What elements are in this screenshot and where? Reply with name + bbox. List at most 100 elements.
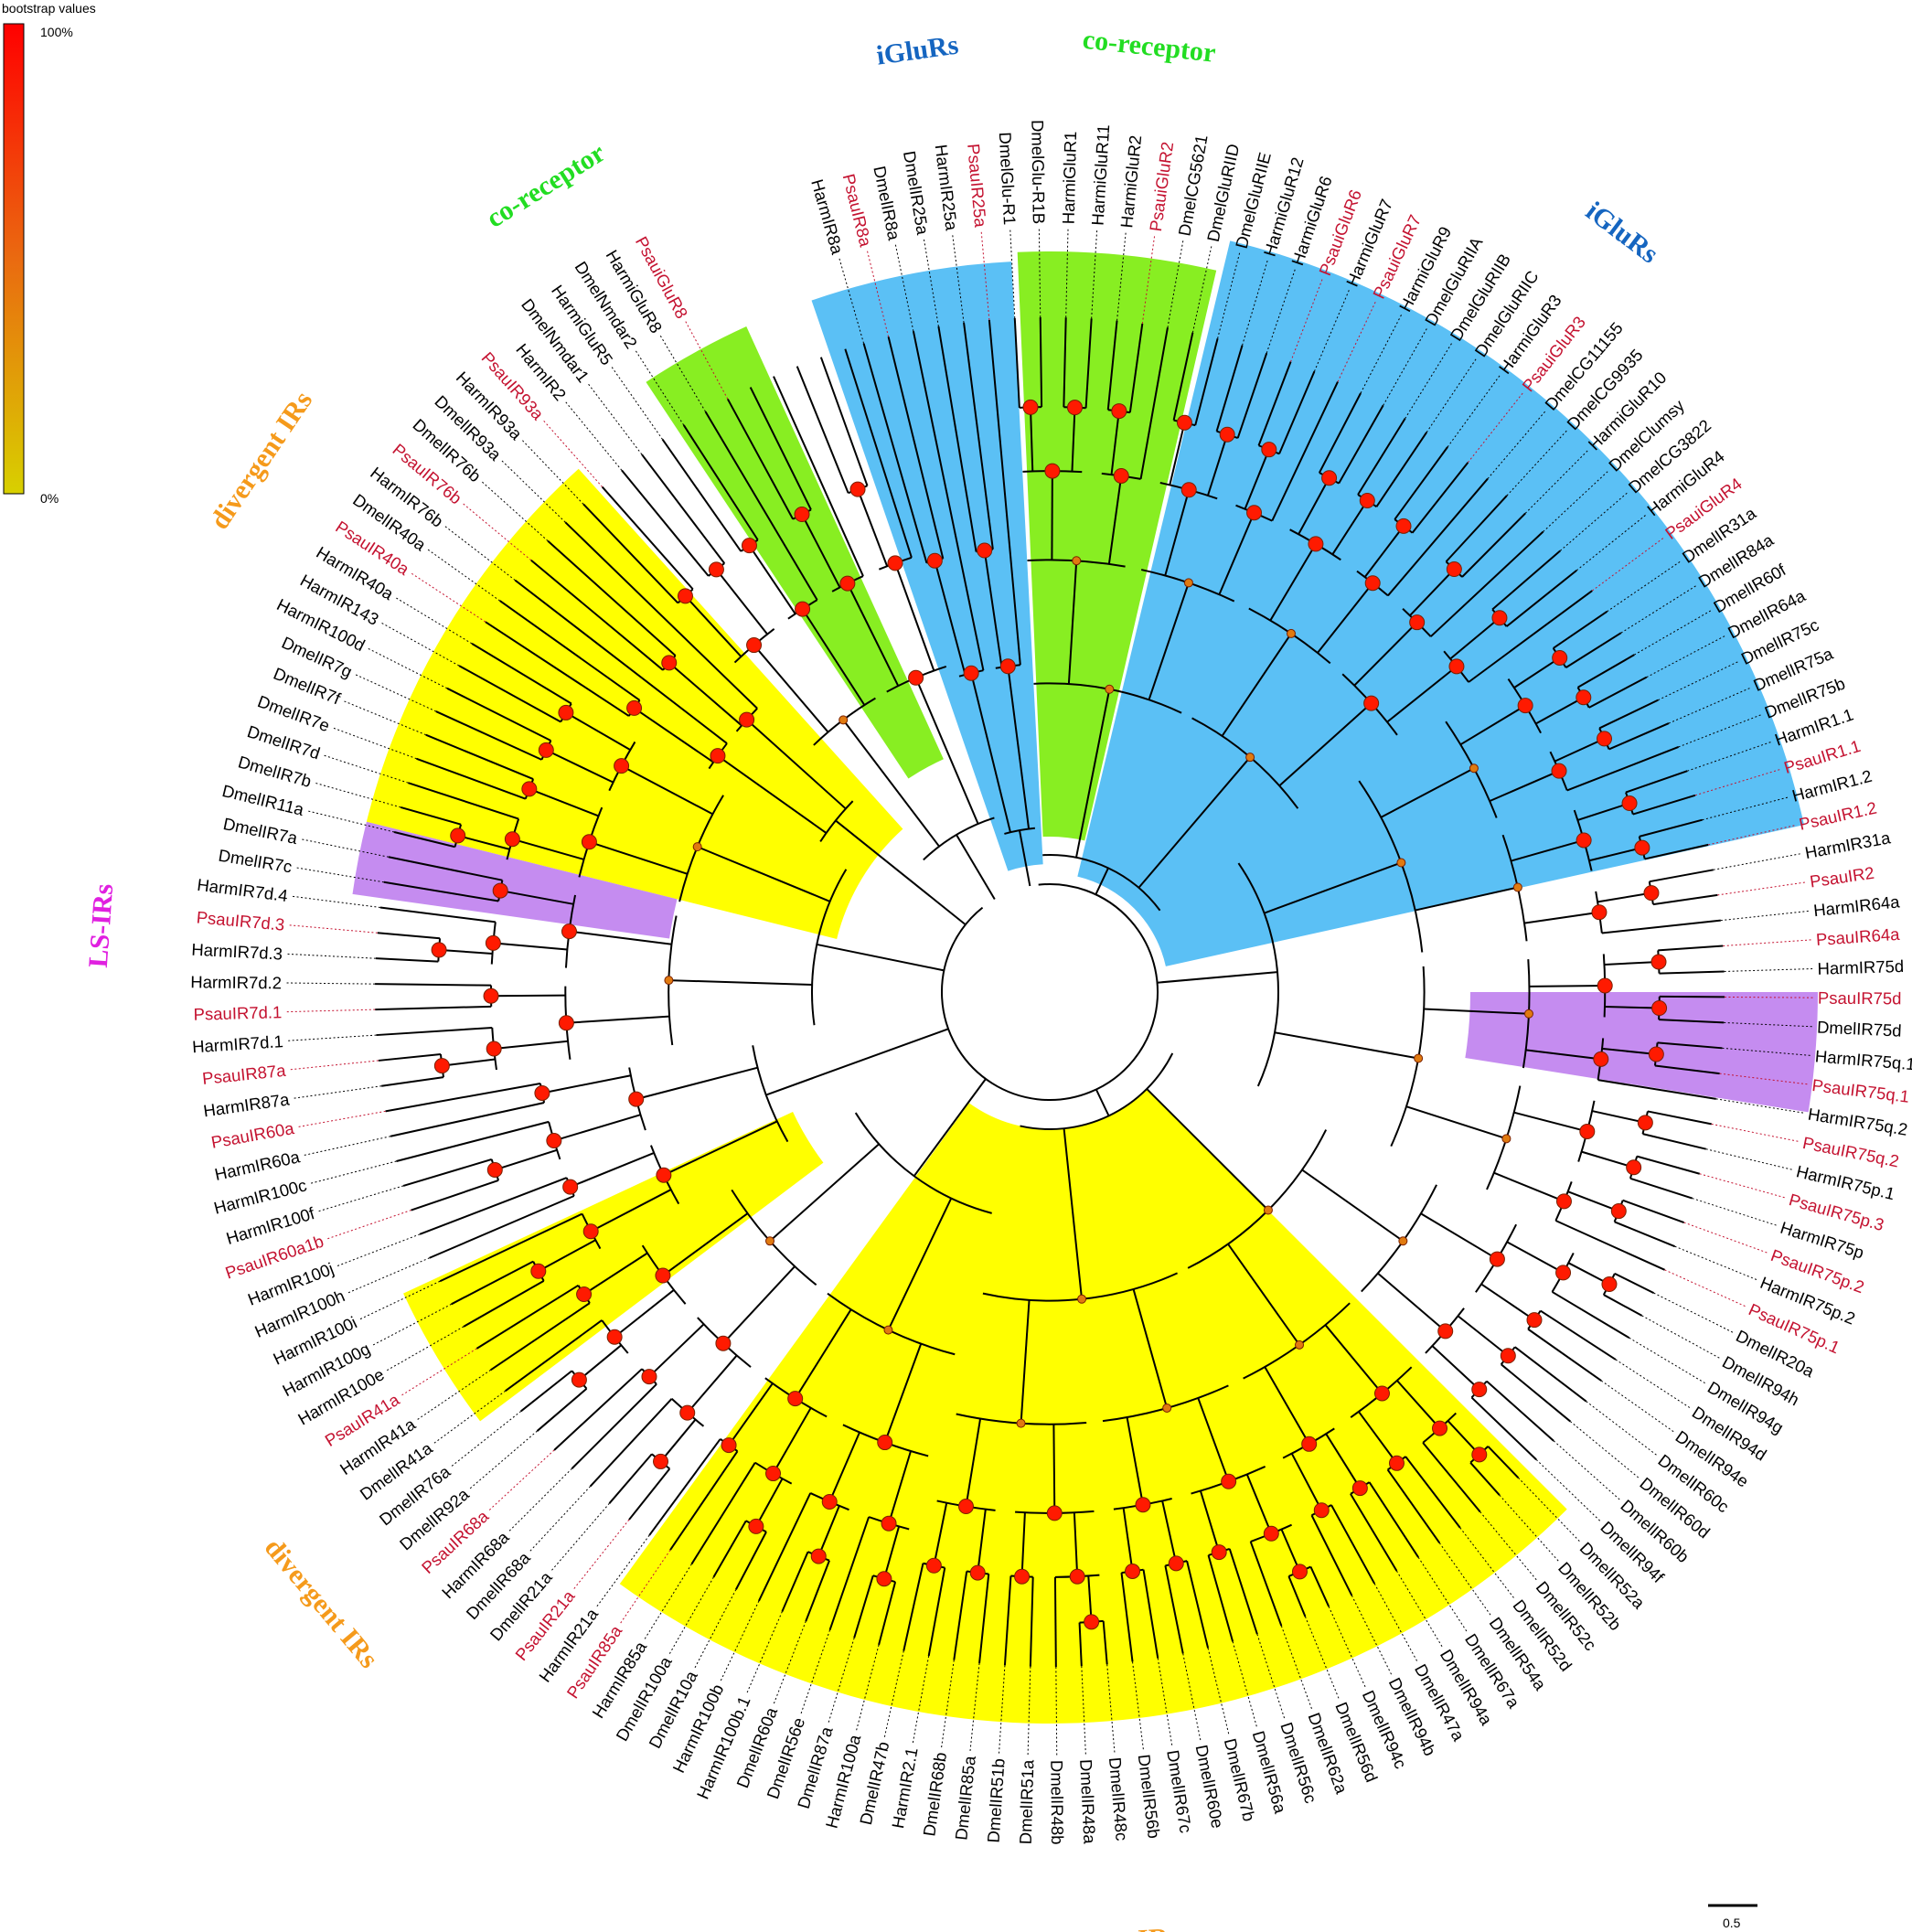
bootstrap-node bbox=[1014, 1568, 1031, 1585]
leaf-label: PsauIR60a bbox=[209, 1118, 296, 1152]
clade-label: LS-IRs bbox=[83, 883, 119, 969]
bootstrap-node bbox=[1597, 731, 1613, 747]
bootstrap-node bbox=[1308, 536, 1324, 552]
bootstrap-node bbox=[1046, 1505, 1063, 1521]
bootstrap-node bbox=[1183, 578, 1193, 588]
bootstrap-node bbox=[431, 942, 447, 958]
bootstrap-node bbox=[1471, 1446, 1488, 1463]
leaf-label: DmelIR48b bbox=[1047, 1760, 1067, 1845]
leaf-label: HarmIR7d.1 bbox=[192, 1031, 284, 1056]
bootstrap-node bbox=[562, 1179, 579, 1195]
bootstrap-node bbox=[558, 704, 574, 720]
bootstrap-node bbox=[821, 1493, 838, 1510]
bootstrap-node bbox=[1395, 518, 1412, 534]
bootstrap-node bbox=[1651, 1000, 1668, 1017]
clade-label: co-receptor bbox=[1081, 25, 1217, 69]
clade-highlight-5 bbox=[352, 821, 678, 939]
bootstrap-node bbox=[1219, 426, 1235, 443]
bootstrap-node bbox=[876, 1571, 892, 1587]
bootstrap-node bbox=[1261, 442, 1277, 458]
leaf-label: HarmiGluR2 bbox=[1116, 134, 1145, 229]
bootstrap-node bbox=[1471, 1382, 1488, 1398]
bootstrap-node bbox=[1576, 689, 1592, 706]
bootstrap-node bbox=[1409, 614, 1426, 631]
bootstrap-node bbox=[679, 1404, 696, 1421]
leaf-label: PsauIR75q.1 bbox=[1811, 1075, 1911, 1106]
clade-highlight-7 bbox=[403, 1112, 824, 1422]
leaf-label: DmelIR51a bbox=[1016, 1759, 1038, 1845]
bootstrap-node bbox=[887, 555, 903, 571]
bootstrap-node bbox=[1364, 575, 1381, 592]
bootstrap-node bbox=[1448, 658, 1465, 675]
bootstrap-node bbox=[926, 552, 943, 569]
bootstrap-node bbox=[1069, 1568, 1085, 1585]
bootstrap-node bbox=[883, 1325, 893, 1335]
bootstrap-node bbox=[1469, 763, 1479, 774]
bootstrap-node bbox=[1245, 753, 1255, 763]
bootstrap-node bbox=[661, 655, 678, 671]
bootstrap-node bbox=[450, 827, 466, 844]
leaf-label: HarmIR7d.3 bbox=[191, 940, 283, 964]
bootstrap-node bbox=[606, 1329, 623, 1345]
bootstrap-node bbox=[1301, 1436, 1318, 1452]
bootstrap-legend: bootstrap values 100% 0% bbox=[2, 1, 96, 506]
leaf-label: HarmIR31a bbox=[1803, 827, 1893, 862]
bootstrap-node bbox=[1211, 1544, 1227, 1561]
clade-label: co-receptor bbox=[481, 137, 610, 233]
leaf-label: PsauIR87a bbox=[201, 1061, 287, 1088]
leaf-label: HarmIR75q.2 bbox=[1807, 1105, 1909, 1139]
bootstrap-node bbox=[1396, 858, 1406, 868]
bootstrap-node bbox=[1373, 1385, 1390, 1402]
bootstrap-node bbox=[561, 923, 577, 940]
bootstrap-node bbox=[626, 699, 643, 716]
bootstrap-node bbox=[1263, 1205, 1273, 1215]
leaf-label: PsauIR8a bbox=[839, 172, 876, 250]
bootstrap-node bbox=[787, 1391, 804, 1407]
bootstrap-node bbox=[1552, 649, 1568, 666]
bootstrap-node bbox=[1295, 1340, 1305, 1350]
bootstrap-node bbox=[1180, 482, 1197, 498]
bootstrap-node bbox=[530, 1263, 547, 1279]
leaf-label: HarmiGluR11 bbox=[1087, 123, 1113, 226]
bootstrap-node bbox=[1489, 1251, 1505, 1267]
bootstrap-node bbox=[1576, 832, 1592, 849]
bootstrap-node bbox=[1135, 1497, 1151, 1513]
bootstrap-node bbox=[655, 1267, 671, 1284]
clade-highlight-0 bbox=[811, 262, 1043, 871]
bootstrap-node bbox=[1648, 1046, 1664, 1062]
bootstrap-node bbox=[1162, 1403, 1172, 1413]
bootstrap-node bbox=[748, 1518, 764, 1534]
bootstrap-node bbox=[581, 834, 597, 850]
bootstrap-node bbox=[433, 1058, 450, 1074]
bootstrap-node bbox=[1437, 1323, 1454, 1340]
leaf-label: DmelIR68b bbox=[919, 1751, 950, 1838]
bootstrap-node bbox=[1626, 1159, 1642, 1176]
bootstrap-node bbox=[1597, 977, 1613, 994]
leaf-label: HarmIR87a bbox=[202, 1089, 291, 1120]
leaf-label: HarmIR64a bbox=[1812, 891, 1901, 920]
leaf-label: HarmiGluR1 bbox=[1059, 131, 1080, 224]
leaf-label: DmelCG5621 bbox=[1174, 133, 1211, 238]
bootstrap-node bbox=[715, 1335, 732, 1351]
bootstrap-node bbox=[486, 1041, 502, 1057]
bootstrap-node bbox=[1555, 1193, 1572, 1210]
bootstrap-node bbox=[1022, 399, 1039, 415]
bootstrap-node bbox=[1246, 505, 1263, 521]
bootstrap-node bbox=[1016, 1418, 1026, 1428]
bootstrap-node bbox=[1263, 1525, 1279, 1542]
bootstrap-node bbox=[1650, 954, 1667, 970]
bootstrap-node bbox=[483, 987, 499, 1004]
clade-label: divergent IRs bbox=[204, 386, 318, 535]
bootstrap-node bbox=[969, 1564, 986, 1581]
bootstrap-node bbox=[534, 1084, 550, 1101]
clade-highlight-8 bbox=[619, 1089, 1567, 1724]
bootstrap-node bbox=[1601, 1276, 1618, 1293]
bootstrap-node bbox=[1111, 403, 1127, 420]
bootstrap-node bbox=[839, 575, 856, 592]
leaf-label: DmelIR67c bbox=[1163, 1748, 1195, 1834]
bootstrap-node bbox=[1555, 1265, 1572, 1281]
bootstrap-node bbox=[1105, 684, 1115, 694]
bootstrap-node bbox=[739, 711, 755, 728]
bootstrap-node bbox=[746, 637, 763, 654]
leaf-label: HarmIR7d.2 bbox=[190, 972, 282, 992]
